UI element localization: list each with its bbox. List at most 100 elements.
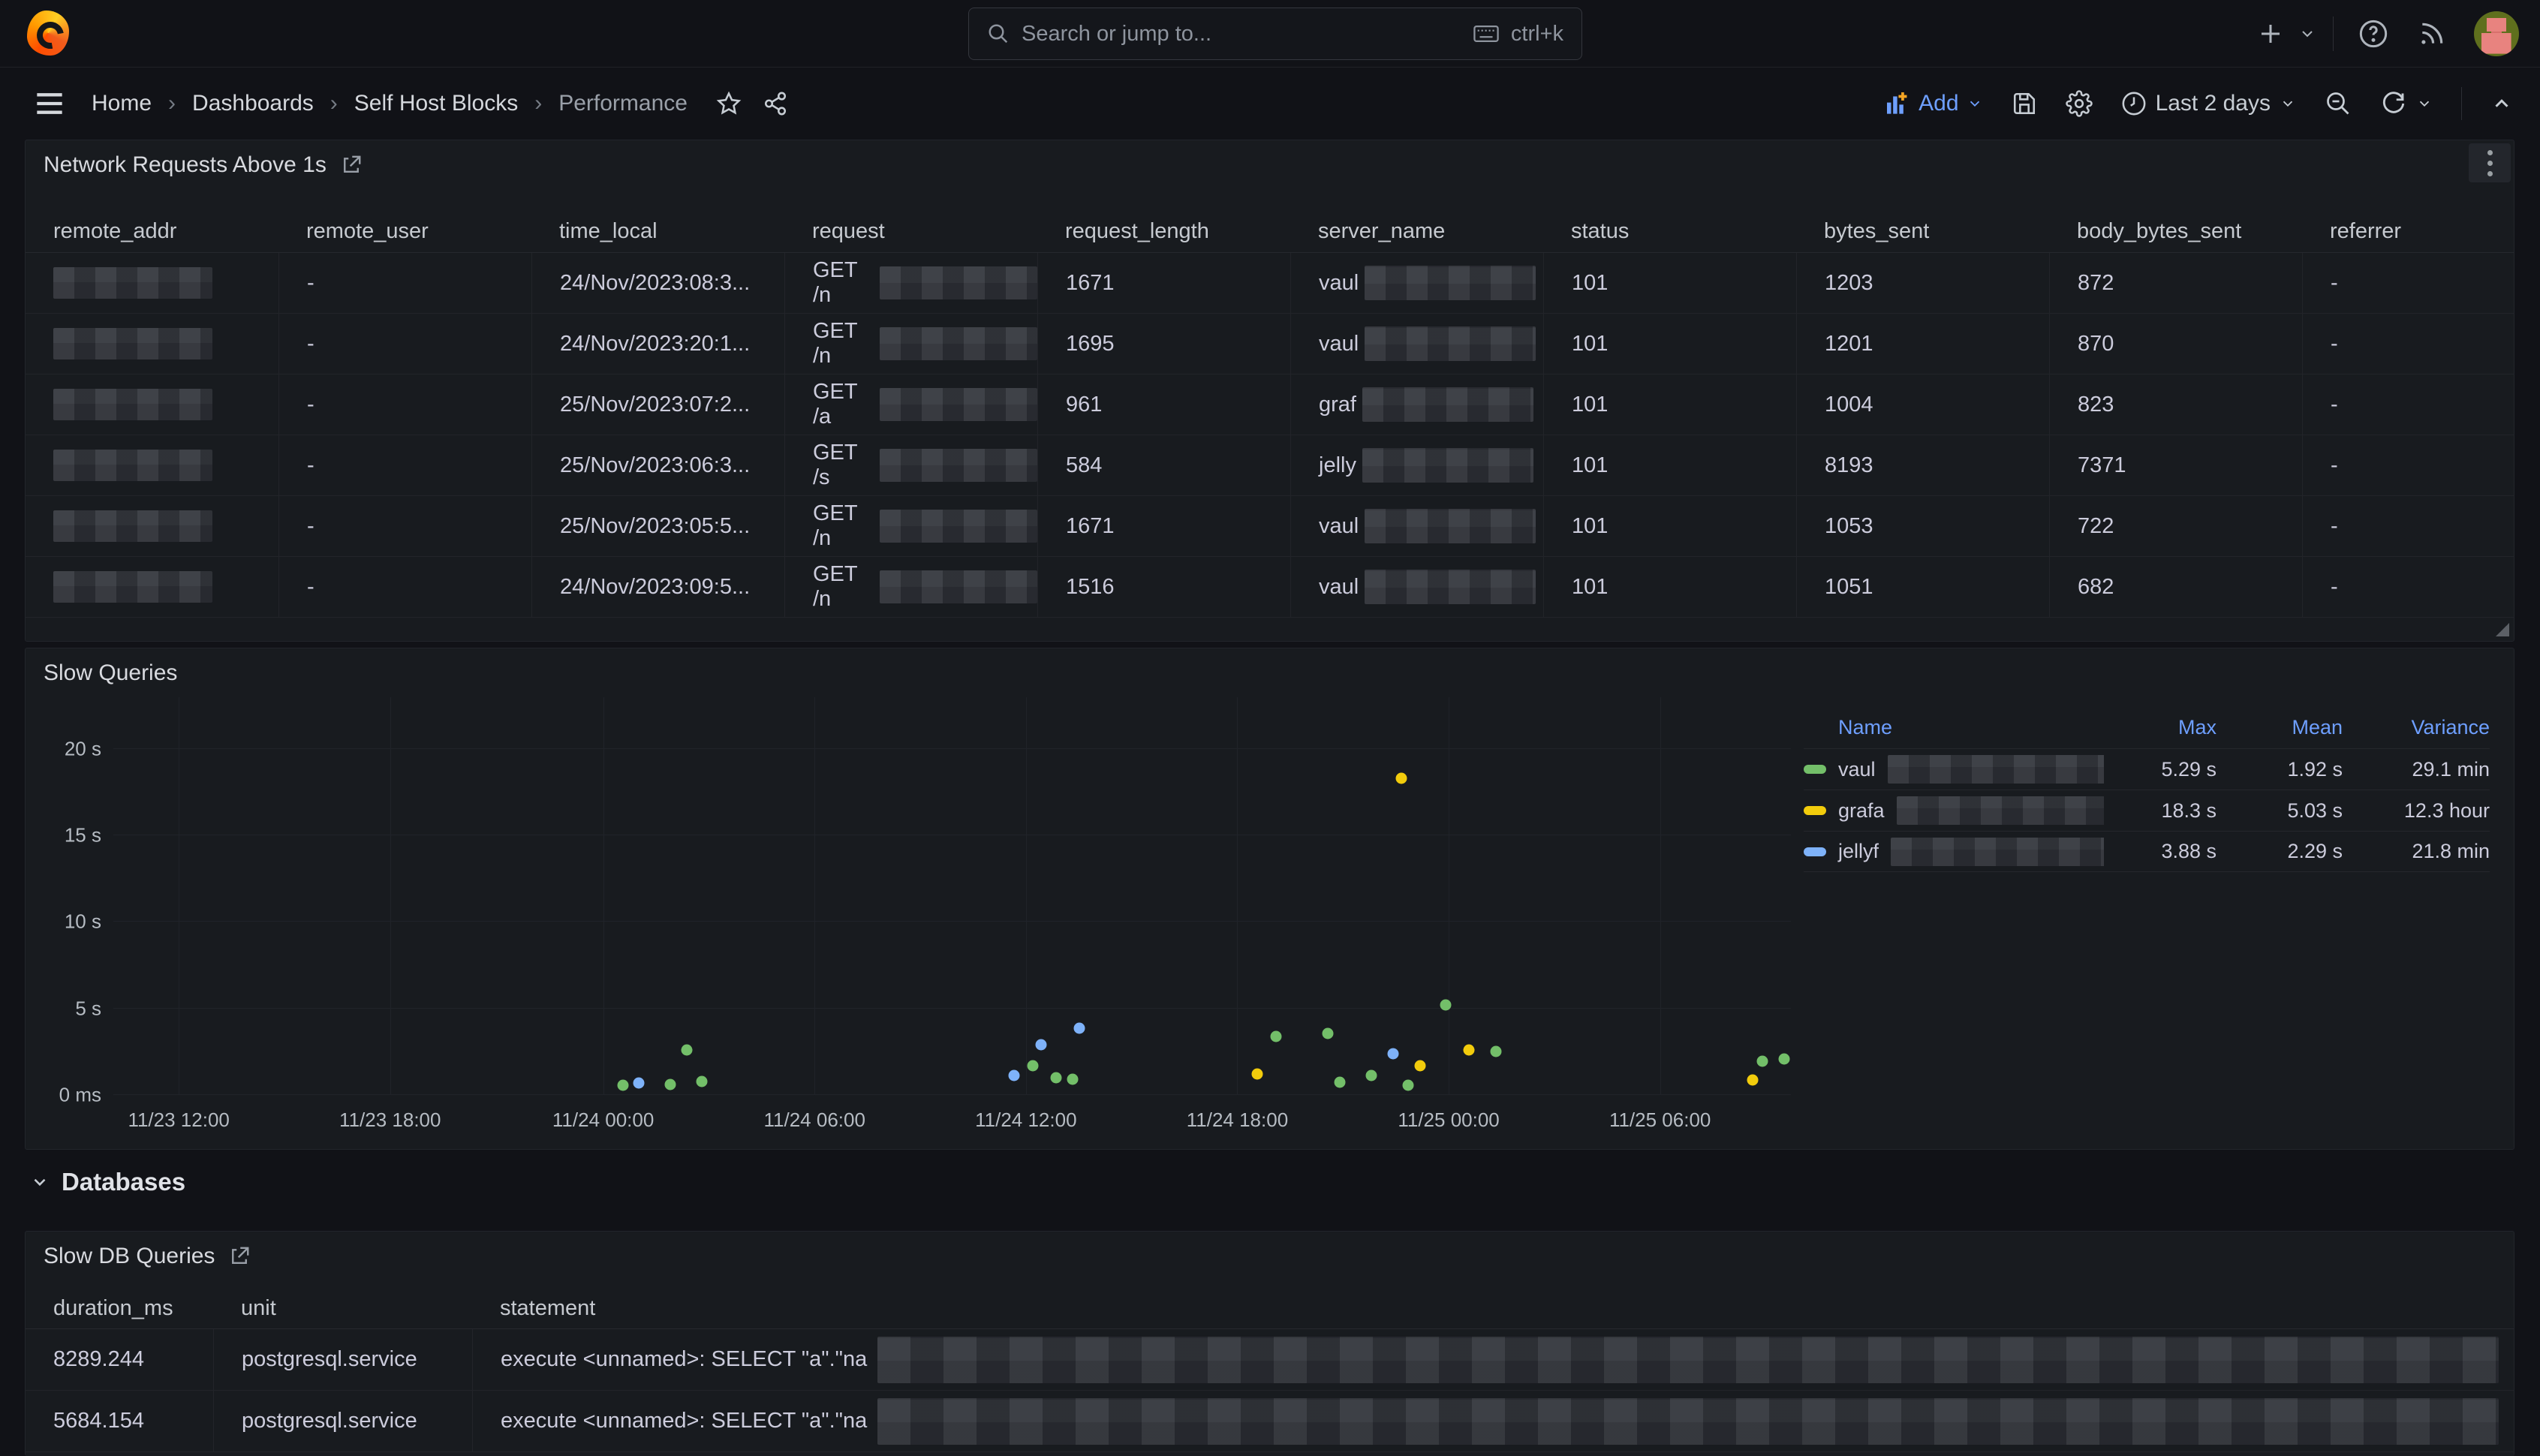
table-cell: - <box>278 253 531 313</box>
chart-legend: NameMaxMeanVariancevaul5.29 s1.92 s29.1 … <box>1804 707 2490 872</box>
panel-resize-handle[interactable] <box>2496 623 2509 636</box>
star-icon[interactable] <box>716 91 742 116</box>
new-button[interactable] <box>2244 0 2297 68</box>
legend-series-toggle[interactable]: grafa <box>1804 796 2104 825</box>
breadcrumb-separator: › <box>534 91 542 116</box>
breadcrumb-folder[interactable]: Self Host Blocks <box>354 91 518 116</box>
table-cell <box>26 253 278 313</box>
gear-icon <box>2066 90 2093 117</box>
search-input[interactable]: Search or jump to... ctrl+k <box>968 8 1582 60</box>
table-cell: 7371 <box>2049 435 2302 495</box>
clock-icon <box>2121 91 2147 116</box>
news-rss-icon[interactable] <box>2408 0 2456 68</box>
column-header-unit[interactable]: unit <box>213 1289 472 1328</box>
grid-line-y <box>113 921 1791 922</box>
table-cell: vaul <box>1290 557 1543 617</box>
network-table: remote_addrremote_usertime_localrequestr… <box>26 211 2514 618</box>
db-table-header: duration_msunitstatement <box>26 1289 2514 1329</box>
scatter-point <box>1252 1069 1263 1080</box>
breadcrumb-dashboards[interactable]: Dashboards <box>192 91 314 116</box>
save-dashboard-button[interactable] <box>2012 91 2037 116</box>
help-icon[interactable] <box>2349 0 2397 68</box>
table-cell: 101 <box>1543 435 1796 495</box>
breadcrumb-home[interactable]: Home <box>92 91 152 116</box>
column-header-duration_ms[interactable]: duration_ms <box>26 1289 213 1328</box>
column-header-statement[interactable]: statement <box>472 1289 2514 1328</box>
table-cell: vaul <box>1290 496 1543 556</box>
share-icon[interactable] <box>763 91 788 116</box>
y-axis-label: 5 s <box>75 997 101 1020</box>
collapse-controls-button[interactable] <box>2490 92 2513 115</box>
top-bar: Search or jump to... ctrl+k <box>0 0 2540 68</box>
scatter-point <box>1396 773 1407 784</box>
column-header-request_length[interactable]: request_length <box>1037 211 1290 252</box>
x-axis-label: 11/24 12:00 <box>975 1109 1076 1132</box>
legend-series-color <box>1804 765 1826 774</box>
scatter-point <box>1074 1022 1085 1033</box>
table-cell: 1201 <box>1796 314 2049 374</box>
zoom-out-time-button[interactable] <box>2325 90 2352 117</box>
table-cell <box>26 557 278 617</box>
table-cell: - <box>278 314 531 374</box>
time-range-picker[interactable]: Last 2 days <box>2121 91 2296 116</box>
scatter-point <box>618 1080 629 1091</box>
column-header-server_name[interactable]: server_name <box>1290 211 1543 252</box>
table-cell: 870 <box>2049 314 2302 374</box>
new-chevron-down-icon[interactable] <box>2291 0 2324 68</box>
legend-series-color <box>1804 806 1826 815</box>
dashboard-settings-button[interactable] <box>2066 90 2093 117</box>
table-cell: 24/Nov/2023:20:1... <box>531 314 784 374</box>
table-cell: - <box>2302 435 2514 495</box>
legend-col-max[interactable]: Max <box>2104 716 2216 739</box>
legend-value: 12.3 hour <box>2343 799 2490 823</box>
table-cell: - <box>2302 496 2514 556</box>
scatter-point <box>1035 1039 1046 1051</box>
table-cell: 823 <box>2049 375 2302 435</box>
table-row: -25/Nov/2023:07:2...GET /a961graf1011004… <box>26 375 2514 435</box>
legend-value: 21.8 min <box>2343 840 2490 863</box>
panel-slow-queries-title[interactable]: Slow Queries <box>44 660 177 686</box>
scatter-point <box>1270 1030 1281 1042</box>
refresh-chevron-down-icon <box>2416 95 2433 112</box>
panel-slow-db-title[interactable]: Slow DB Queries <box>44 1244 251 1269</box>
breadcrumb-separator: › <box>330 91 338 116</box>
column-header-remote_user[interactable]: remote_user <box>278 211 531 252</box>
add-panel-button[interactable]: Add <box>1885 91 1982 116</box>
legend-col-name[interactable]: Name <box>1804 716 2104 739</box>
column-header-remote_addr[interactable]: remote_addr <box>26 211 278 252</box>
y-axis-label: 20 s <box>65 737 101 760</box>
x-axis-label: 11/24 00:00 <box>552 1109 654 1132</box>
column-header-referrer[interactable]: referrer <box>2302 211 2514 252</box>
scatter-point <box>1323 1028 1334 1039</box>
search-icon <box>987 23 1010 45</box>
legend-col-mean[interactable]: Mean <box>2216 716 2343 739</box>
column-header-time_local[interactable]: time_local <box>531 211 784 252</box>
topbar-divider <box>2333 17 2334 51</box>
actions-divider <box>2461 87 2462 120</box>
dashboard-header-bar: Home › Dashboards › Self Host Blocks › P… <box>0 68 2540 139</box>
section-databases[interactable]: Databases <box>30 1168 185 1196</box>
user-avatar[interactable] <box>2474 11 2519 56</box>
grid-line-x <box>814 697 815 1095</box>
table-cell: - <box>2302 557 2514 617</box>
time-chevron-down-icon <box>2280 95 2296 112</box>
menu-icon[interactable] <box>35 91 65 116</box>
column-header-request[interactable]: request <box>784 211 1037 252</box>
panel-network-title[interactable]: Network Requests Above 1s <box>44 152 363 178</box>
panel-menu-button[interactable] <box>2469 143 2511 182</box>
column-header-body_bytes_sent[interactable]: body_bytes_sent <box>2049 211 2302 252</box>
legend-series-toggle[interactable]: jellyf <box>1804 838 2104 866</box>
external-link-icon <box>228 1245 251 1268</box>
scatter-point <box>1757 1056 1768 1067</box>
breadcrumb: Home › Dashboards › Self Host Blocks › P… <box>35 68 788 139</box>
table-row: -24/Nov/2023:20:1...GET /n1695vaul101120… <box>26 314 2514 375</box>
legend-row: jellyf3.88 s2.29 s21.8 min <box>1804 831 2490 872</box>
column-header-status[interactable]: status <box>1543 211 1796 252</box>
column-header-bytes_sent[interactable]: bytes_sent <box>1796 211 2049 252</box>
legend-col-variance[interactable]: Variance <box>2343 716 2490 739</box>
redacted-blur <box>53 450 212 481</box>
refresh-button[interactable] <box>2380 90 2433 117</box>
y-axis-label: 15 s <box>65 824 101 847</box>
grafana-logo-icon[interactable] <box>27 11 69 56</box>
legend-series-toggle[interactable]: vaul <box>1804 755 2104 784</box>
